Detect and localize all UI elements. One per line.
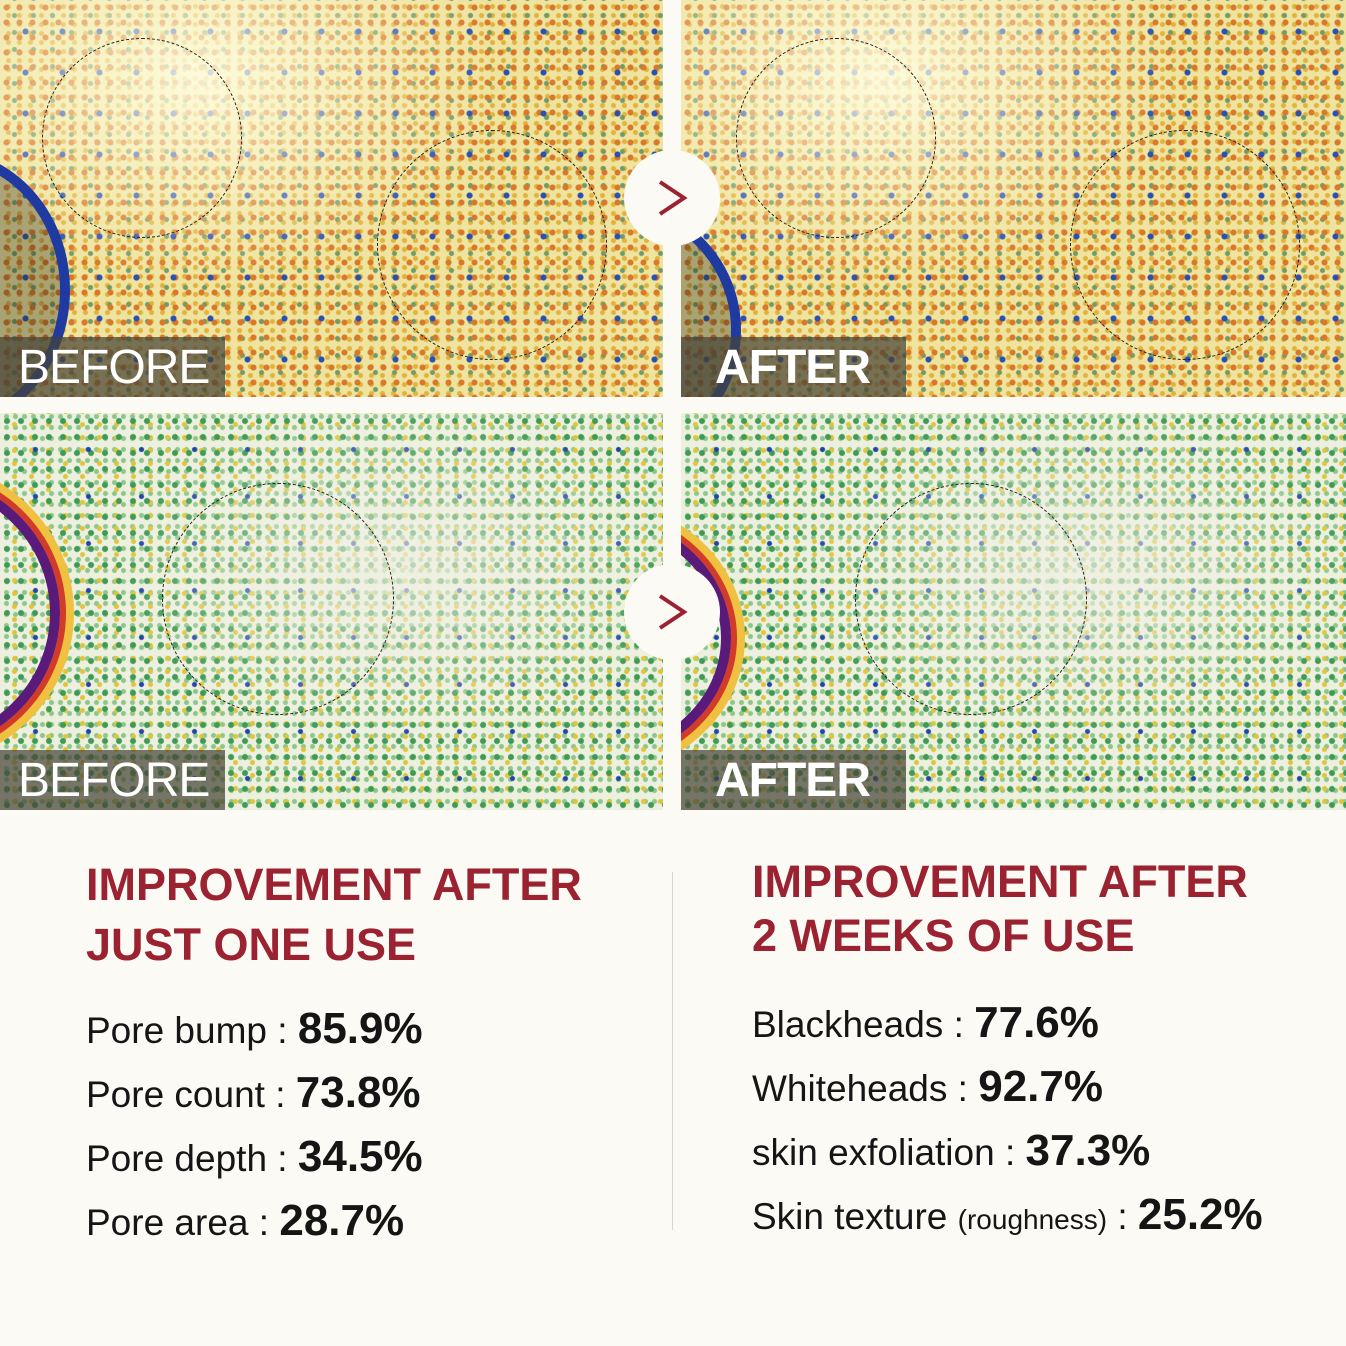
arrow-bottom — [624, 564, 720, 660]
after-label: AFTER — [681, 337, 906, 397]
skin-edge — [0, 473, 60, 753]
stat-label: Pore bump — [86, 1010, 267, 1051]
stat-value: 25.2% — [1137, 1190, 1263, 1239]
stat-note: (roughness) — [957, 1204, 1108, 1235]
stat-value: 73.8% — [295, 1068, 421, 1117]
stat-row: Pore count : 73.8% — [86, 1068, 421, 1117]
stat-value: 92.7% — [978, 1062, 1103, 1111]
dashed-circle — [1070, 130, 1300, 360]
heading-line: 2 WEEKS OF USE — [752, 910, 1135, 961]
stat-label: Pore area — [86, 1202, 249, 1243]
stat-value: 28.7% — [279, 1196, 405, 1245]
section-heading: IMPROVEMENT AFTER JUST ONE USE — [86, 855, 582, 975]
stat-row: Pore depth : 34.5% — [86, 1132, 423, 1181]
after-label: AFTER — [681, 750, 906, 810]
section-heading: IMPROVEMENT AFTER 2 WEEKS OF USE — [752, 855, 1263, 963]
before-image-bottom: BEFORE — [0, 413, 663, 810]
stat-label: Blackheads — [752, 1004, 944, 1045]
chevron-right-icon — [658, 180, 688, 216]
stat-row: Whiteheads : 92.7% — [752, 1062, 1103, 1111]
dashed-circle — [162, 483, 394, 715]
heading-line: JUST ONE USE — [86, 919, 417, 970]
one-use-results: IMPROVEMENT AFTER JUST ONE USE Pore bump… — [86, 855, 582, 1253]
arrow-top — [624, 150, 720, 246]
stat-row: Skin texture (roughness) : 25.2% — [752, 1190, 1263, 1239]
dashed-circle — [377, 130, 607, 360]
stat-label: Skin texture — [752, 1196, 948, 1237]
stat-label: Whiteheads — [752, 1068, 948, 1109]
stat-row: Pore bump : 85.9% — [86, 1004, 423, 1053]
stat-value: 34.5% — [297, 1132, 423, 1181]
before-label: BEFORE — [0, 337, 225, 397]
dashed-circle — [855, 483, 1087, 715]
stat-value: 85.9% — [297, 1004, 423, 1053]
stat-label: Pore depth — [86, 1138, 268, 1179]
stat-label: skin exfoliation — [752, 1132, 995, 1173]
heading-line: IMPROVEMENT AFTER — [752, 856, 1248, 907]
divider — [672, 872, 673, 1230]
stat-value: 37.3% — [1025, 1126, 1151, 1175]
two-week-results: IMPROVEMENT AFTER 2 WEEKS OF USE Blackhe… — [752, 855, 1263, 1247]
dashed-circle — [736, 38, 936, 238]
stat-row: skin exfoliation : 37.3% — [752, 1126, 1151, 1175]
after-image-bottom: AFTER — [681, 413, 1346, 810]
stat-row: Blackheads : 77.6% — [752, 998, 1099, 1047]
after-image-top: AFTER — [681, 0, 1346, 397]
before-image-top: BEFORE — [0, 0, 663, 397]
chevron-right-icon — [658, 594, 688, 630]
stat-row: Pore area : 28.7% — [86, 1196, 405, 1245]
before-label: BEFORE — [0, 750, 225, 810]
stat-value: 77.6% — [974, 998, 1099, 1047]
heading-line: IMPROVEMENT AFTER — [86, 859, 582, 910]
stat-label: Pore count — [86, 1074, 265, 1115]
dashed-circle — [42, 38, 242, 238]
